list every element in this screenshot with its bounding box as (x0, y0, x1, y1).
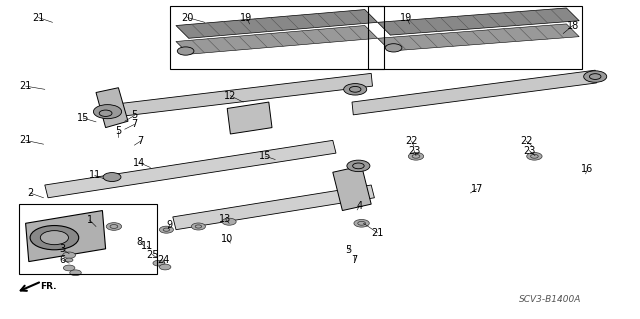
Text: 22: 22 (405, 136, 418, 146)
Text: 8: 8 (136, 237, 143, 247)
Polygon shape (378, 8, 579, 35)
Polygon shape (176, 10, 378, 38)
Text: 10: 10 (221, 234, 234, 244)
Circle shape (589, 74, 601, 79)
Text: 11: 11 (88, 170, 101, 181)
Text: 21: 21 (19, 135, 32, 145)
Circle shape (195, 225, 202, 228)
Text: 16: 16 (581, 164, 594, 174)
Circle shape (527, 152, 542, 160)
Polygon shape (106, 73, 372, 118)
Circle shape (110, 225, 118, 228)
Circle shape (30, 226, 79, 250)
Text: 7: 7 (351, 255, 357, 265)
Circle shape (531, 154, 538, 158)
Text: 19: 19 (400, 12, 413, 23)
Text: 21: 21 (19, 81, 32, 91)
Text: 9: 9 (166, 219, 173, 230)
Circle shape (163, 228, 170, 231)
Text: FR.: FR. (40, 282, 57, 291)
Text: 17: 17 (470, 184, 483, 194)
Circle shape (358, 221, 365, 225)
Circle shape (412, 154, 420, 158)
Circle shape (191, 223, 205, 230)
Text: 3: 3 (60, 244, 66, 255)
Text: 15: 15 (77, 113, 90, 123)
Circle shape (354, 219, 369, 227)
Polygon shape (378, 24, 579, 51)
Text: 20: 20 (181, 12, 194, 23)
Text: 5: 5 (346, 245, 352, 256)
Circle shape (159, 226, 173, 233)
Circle shape (344, 84, 367, 95)
Text: 1: 1 (86, 215, 93, 225)
Polygon shape (227, 102, 272, 134)
Polygon shape (96, 88, 128, 128)
Text: 21: 21 (32, 12, 45, 23)
Circle shape (349, 86, 361, 92)
Text: 24: 24 (157, 255, 170, 265)
Text: 5: 5 (131, 110, 138, 121)
Circle shape (63, 265, 75, 271)
Text: 22: 22 (520, 136, 532, 146)
Polygon shape (176, 26, 378, 54)
Text: 2: 2 (27, 188, 33, 198)
Text: 19: 19 (240, 12, 253, 23)
Circle shape (347, 160, 370, 172)
Text: 5: 5 (115, 126, 122, 137)
Circle shape (177, 47, 194, 55)
Circle shape (153, 260, 164, 266)
Polygon shape (45, 140, 336, 198)
Circle shape (63, 252, 76, 258)
Text: 23: 23 (408, 145, 420, 156)
Circle shape (103, 173, 121, 182)
Text: 7: 7 (131, 119, 138, 130)
Circle shape (70, 270, 81, 276)
Text: 21: 21 (371, 228, 384, 238)
Text: 15: 15 (259, 151, 272, 161)
Polygon shape (26, 211, 106, 262)
Circle shape (40, 231, 68, 245)
Polygon shape (173, 185, 374, 230)
Text: 25: 25 (146, 249, 159, 260)
Circle shape (385, 44, 402, 52)
Circle shape (222, 218, 236, 225)
Circle shape (159, 264, 171, 270)
Polygon shape (352, 70, 596, 115)
Text: SCV3-B1400A: SCV3-B1400A (519, 295, 582, 304)
Text: 18: 18 (566, 20, 579, 31)
Text: 6: 6 (60, 255, 66, 265)
Text: 4: 4 (356, 201, 363, 211)
Text: 14: 14 (133, 158, 146, 168)
Circle shape (353, 163, 364, 169)
Circle shape (65, 258, 73, 262)
Circle shape (106, 223, 122, 230)
Circle shape (408, 152, 424, 160)
Text: 11: 11 (141, 241, 154, 251)
Polygon shape (333, 166, 371, 211)
Circle shape (93, 105, 122, 119)
Circle shape (584, 71, 607, 82)
Text: 7: 7 (138, 136, 144, 146)
Circle shape (99, 110, 112, 116)
Text: 23: 23 (523, 145, 536, 156)
Text: 13: 13 (219, 213, 232, 224)
Text: 12: 12 (224, 91, 237, 101)
